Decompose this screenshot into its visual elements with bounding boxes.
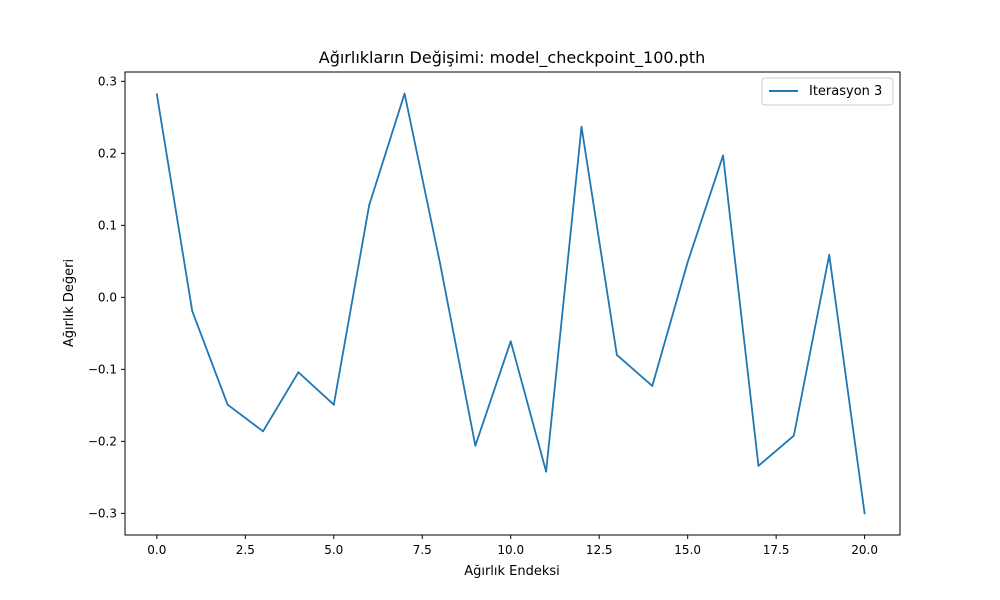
x-tick-label: 10.0 xyxy=(497,543,524,557)
y-tick-label: 0.1 xyxy=(98,218,117,232)
data-point xyxy=(297,371,300,374)
plot-area xyxy=(124,71,901,536)
y-tick-label: −0.1 xyxy=(88,362,117,376)
x-tick-label: 17.5 xyxy=(763,543,790,557)
data-point xyxy=(722,154,724,157)
data-point xyxy=(509,340,512,343)
data-point xyxy=(651,385,654,387)
chart-title: Ağırlıkların Değişimi: model_checkpoint_… xyxy=(319,48,706,68)
x-tick-label: 5.0 xyxy=(324,543,343,557)
y-tick-label: 0.0 xyxy=(98,290,117,304)
data-point xyxy=(226,403,229,406)
y-tick-label: −0.2 xyxy=(88,434,117,448)
data-point xyxy=(403,92,406,95)
legend: Iterasyon 3 xyxy=(761,77,894,106)
x-tick-label: 7.5 xyxy=(413,543,432,557)
y-tick-label: 0.2 xyxy=(98,146,117,160)
x-tick-label: 2.5 xyxy=(236,543,255,557)
legend-box xyxy=(761,77,894,106)
data-point xyxy=(155,93,158,96)
x-tick-label: 12.5 xyxy=(586,543,613,557)
data-point xyxy=(545,470,548,473)
data-point xyxy=(615,354,618,356)
data-point xyxy=(686,261,689,263)
data-point xyxy=(863,512,866,515)
data-point xyxy=(332,403,335,406)
data-point xyxy=(828,253,831,256)
data-point xyxy=(792,434,795,437)
legend-label: Iterasyon 3 xyxy=(809,84,882,99)
series-layer xyxy=(155,92,866,515)
x-tick-label: 20.0 xyxy=(851,543,878,557)
data-point xyxy=(474,444,477,447)
x-axis-label: Ağırlık Endeksi xyxy=(464,564,560,579)
y-tick-label: 0.3 xyxy=(98,74,117,88)
data-point xyxy=(757,464,760,467)
data-point xyxy=(262,430,264,433)
y-tick-label: −0.3 xyxy=(88,506,117,520)
x-tick-label: 15.0 xyxy=(674,543,701,557)
axes-frame xyxy=(124,71,901,536)
data-point xyxy=(368,204,371,207)
x-tick-label: 0.0 xyxy=(147,543,166,557)
data-point xyxy=(580,125,583,128)
y-axis-label: Ağırlık Değeri xyxy=(62,259,77,347)
data-point xyxy=(439,261,441,264)
x-axis: 0.0 2.5 5.0 7.5 10.0 12.5 15.0 17.5 20.0 xyxy=(147,535,878,557)
y-axis: −0.3 −0.2 −0.1 0.0 0.1 0.2 0.3 xyxy=(88,74,125,520)
data-point xyxy=(191,310,194,312)
